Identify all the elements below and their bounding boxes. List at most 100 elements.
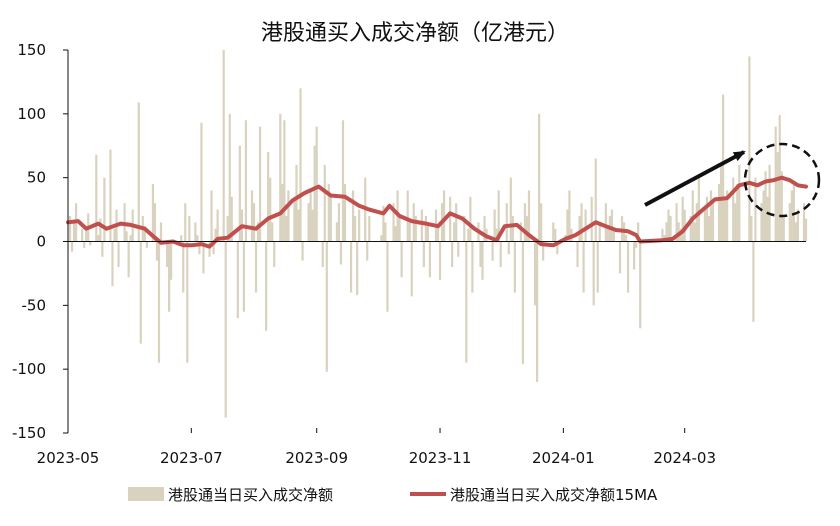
bar (341, 120, 345, 242)
bar (428, 241, 432, 278)
bar (72, 222, 76, 242)
bar (453, 222, 456, 242)
bar (202, 241, 205, 274)
bar (165, 241, 169, 268)
line-series-layer (66, 175, 808, 249)
bar (463, 215, 466, 242)
bar (707, 215, 711, 242)
x-tick-label: 2023-11 (409, 449, 472, 467)
bar (637, 222, 640, 242)
bar (85, 226, 88, 242)
bar (137, 102, 140, 242)
bar (410, 241, 413, 297)
bar (521, 241, 525, 365)
bar (297, 209, 300, 242)
line-series (66, 175, 808, 249)
bar (159, 222, 163, 242)
bar (511, 215, 514, 242)
bar (287, 190, 290, 242)
bar (542, 241, 545, 261)
bar (527, 190, 531, 242)
bar (216, 209, 219, 242)
bar (285, 215, 288, 242)
y-tick-label: -150 (12, 424, 46, 442)
bar (499, 241, 502, 268)
bar (313, 145, 316, 242)
bar (224, 241, 227, 418)
bar (624, 235, 628, 242)
bar (525, 215, 529, 242)
bar (796, 209, 800, 242)
bar (442, 190, 446, 242)
bar (711, 203, 715, 242)
legend-label-line: 港股通当日买入成交净额15MA (450, 486, 658, 504)
bar (95, 154, 98, 242)
bar (626, 241, 630, 293)
bar (804, 218, 808, 242)
bar (568, 190, 571, 242)
bar (471, 241, 474, 293)
bar (717, 184, 721, 242)
bar (457, 241, 460, 257)
y-tick-label: 150 (17, 41, 46, 59)
bar (113, 228, 116, 242)
trend-arrow (644, 150, 746, 207)
bar (366, 241, 369, 261)
y-tick-label: 100 (17, 105, 46, 123)
bar (335, 222, 339, 242)
bar (337, 203, 341, 242)
bar (675, 203, 678, 242)
bar (155, 241, 159, 261)
bar (719, 164, 723, 242)
bar (83, 241, 86, 248)
bar (151, 184, 155, 242)
bar (109, 149, 112, 242)
bar (552, 222, 555, 242)
bar (594, 158, 597, 242)
bar (726, 190, 729, 242)
bar (523, 203, 527, 242)
bar (380, 235, 383, 242)
bar (269, 177, 272, 242)
bar (184, 203, 187, 242)
legend-label-bar: 港股通当日买入成交净额 (168, 486, 333, 504)
bar (256, 222, 260, 242)
bar (709, 190, 713, 242)
bar (271, 222, 274, 242)
bar (400, 241, 403, 278)
bar (111, 241, 114, 287)
bar (734, 203, 737, 242)
bar (639, 241, 642, 329)
bar (610, 209, 613, 242)
bar (339, 241, 343, 265)
bar (533, 241, 537, 306)
bar (103, 177, 106, 242)
bar (776, 152, 779, 242)
bar (580, 203, 583, 242)
bar (554, 228, 557, 242)
legend: 港股通当日买入成交净额 港股通当日买入成交净额15MA (128, 486, 658, 504)
x-axis-ticks: 2023-05 2023-07 2023-09 2023-11 2024-01 2024-… (37, 428, 716, 467)
bar (238, 145, 241, 242)
bar (212, 241, 215, 255)
bar (703, 209, 707, 242)
chart-title: 港股通买入成交净额（亿港元） (261, 21, 569, 46)
bar (669, 215, 672, 242)
bar (724, 196, 727, 242)
bar (153, 203, 157, 242)
bar (738, 164, 741, 242)
bar (469, 196, 472, 242)
bar (315, 126, 318, 242)
bar (722, 94, 725, 242)
bar (323, 164, 326, 242)
bar (665, 222, 668, 242)
bar (343, 184, 347, 242)
bar (513, 241, 516, 293)
bar (394, 226, 397, 242)
bar (606, 226, 609, 242)
bar (182, 241, 185, 293)
legend-swatch-bar (128, 487, 164, 501)
bar (307, 203, 310, 242)
bar (509, 177, 512, 242)
